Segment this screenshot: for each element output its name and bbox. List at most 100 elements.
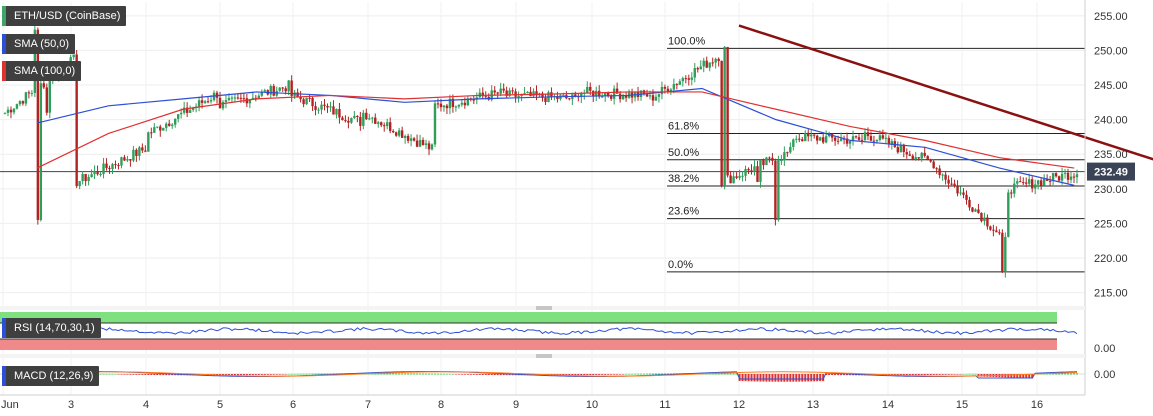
candle-body (860, 139, 864, 141)
macd-histogram-bar (780, 374, 783, 382)
time-tick-label: 11 (659, 399, 670, 411)
sma50-legend[interactable]: SMA (50,0) (2, 34, 76, 54)
candle-body (138, 147, 141, 156)
macd-histogram-bar (726, 373, 729, 375)
macd-histogram-bar (1058, 373, 1061, 375)
symbol-swatch (2, 6, 6, 26)
macd-histogram-bar (756, 374, 759, 382)
macd-histogram-bar (1070, 373, 1073, 375)
candle-body (371, 117, 374, 119)
fib-label: 23.6% (668, 206, 699, 218)
macd-histogram-bar (251, 374, 254, 375)
candle-body (612, 88, 616, 99)
macd-histogram-bar (902, 374, 905, 376)
macd-histogram-bar (404, 373, 407, 375)
macd-histogram-bar (1025, 374, 1028, 379)
candle-body (807, 132, 810, 137)
candle-body (424, 143, 428, 145)
candle-body (1045, 178, 1049, 181)
descending-trendline[interactable] (738, 24, 1153, 182)
candle-body (750, 170, 753, 172)
candle-body (269, 86, 272, 95)
rsi-pane: 0.00 (0, 312, 1115, 355)
macd-histogram-bar (317, 373, 320, 375)
candle-body (87, 177, 90, 182)
candle-body (36, 29, 40, 220)
fib-label: 100.0% (668, 35, 706, 47)
candle-body (493, 90, 496, 93)
symbol-legend[interactable]: ETH/USD (CoinBase) (2, 6, 127, 26)
candle-body (786, 152, 789, 154)
candle-body (147, 132, 150, 152)
candle-body (699, 66, 702, 70)
macd-histogram-bar (168, 374, 171, 376)
time-tick-label: 10 (586, 399, 598, 411)
candle-body (42, 83, 46, 88)
candle-body (6, 109, 10, 113)
macd-histogram-bar (804, 374, 807, 382)
macd-histogram-bar (153, 374, 156, 376)
rsi-legend[interactable]: RSI (14,70,30,1) (2, 318, 101, 338)
candle-body (1060, 173, 1064, 181)
candle-body (227, 98, 231, 101)
trendline[interactable] (738, 24, 1153, 182)
macd-histogram-bar (150, 374, 153, 375)
candle-body (595, 90, 598, 97)
candle-body (144, 150, 147, 152)
candle-body (260, 91, 263, 96)
candle-body (397, 130, 401, 136)
candle-body (191, 107, 195, 110)
macd-histogram-bar (774, 374, 777, 382)
candle-body (615, 88, 619, 94)
candle-body (905, 152, 908, 155)
candle-body (1022, 182, 1025, 184)
macd-histogram-bar (475, 374, 478, 375)
macd-histogram-bar (1052, 373, 1055, 375)
candle-body (251, 97, 255, 100)
macd-histogram-bar (302, 373, 305, 375)
sma100-legend[interactable]: SMA (100,0) (2, 61, 82, 81)
candle-body (741, 175, 744, 177)
candle-body (950, 183, 953, 185)
candle-body (248, 99, 252, 104)
macd-legend[interactable]: MACD (12,26,9) (2, 366, 100, 386)
macd-histogram-bar (138, 374, 141, 375)
candle-body (645, 94, 649, 97)
candle-body (798, 138, 801, 140)
candle-body (1072, 176, 1076, 178)
candle-body (541, 93, 544, 98)
macd-histogram-bar (610, 374, 613, 375)
candle-body (12, 108, 16, 113)
candle-body (460, 102, 464, 105)
candle-body (1019, 181, 1022, 183)
candle-body (296, 92, 299, 97)
macd-histogram-bar (929, 374, 932, 375)
macd-histogram-bar (320, 373, 323, 375)
candle-body (1033, 184, 1037, 189)
candle-body (505, 90, 508, 96)
candle-body (872, 140, 876, 142)
time-tick-label: 13 (807, 399, 819, 411)
macd-histogram-bar (126, 374, 129, 375)
candle-body (986, 217, 989, 227)
macd-histogram-bar (123, 374, 126, 375)
candle-body (1004, 236, 1007, 272)
macd-histogram-bar (932, 374, 935, 375)
macd-histogram-bar (559, 374, 562, 376)
candle-body (496, 92, 499, 94)
pane-separator[interactable] (0, 354, 1085, 358)
macd-histogram-bar (816, 374, 819, 382)
pane-separator[interactable] (0, 306, 1085, 310)
candle-body (287, 80, 290, 92)
candle-body (965, 194, 968, 200)
macd-histogram-bar (645, 373, 648, 375)
time-tick-label: 16 (1031, 399, 1043, 411)
candle-body (1057, 176, 1061, 181)
time-tick-label: 5 (217, 399, 223, 411)
candle-body (804, 132, 807, 142)
candle-body (580, 93, 583, 97)
macd-histogram-bar (329, 373, 332, 375)
candle-body (738, 175, 741, 178)
